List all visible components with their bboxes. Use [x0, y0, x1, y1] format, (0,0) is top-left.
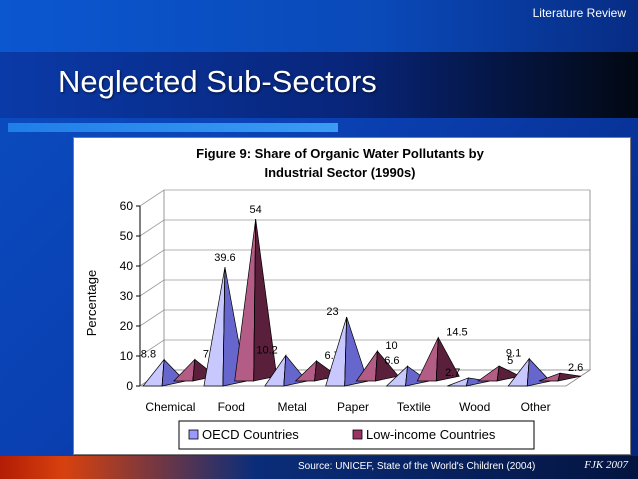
- header-band: [0, 0, 638, 52]
- pyramid-bar-chart: Figure 9: Share of Organic Water Polluta…: [84, 146, 592, 450]
- pyramid-oecd-countries-metal-edge: [283, 355, 287, 387]
- pyramid-oecd-countries-other-edge: [526, 358, 530, 387]
- chart-panel: Figure 9: Share of Organic Water Polluta…: [73, 137, 631, 455]
- chart-title-line1: Figure 9: Share of Organic Water Polluta…: [196, 146, 485, 161]
- data-label-oecd-countries-textile: 6.6: [384, 355, 399, 367]
- pyramid-low-income-countries-metal-edge: [314, 360, 317, 382]
- pyramid-low-income-countries-textile-edge: [435, 337, 439, 382]
- data-label-low-income-countries-food: 54: [250, 204, 262, 216]
- pyramid-oecd-countries-chemical-edge: [161, 359, 165, 387]
- x-tick-label-wood: Wood: [459, 400, 490, 414]
- pyramid-oecd-countries-paper-edge: [344, 316, 348, 387]
- pyramid-oecd-countries-food-edge: [222, 267, 226, 387]
- y-tick-label-30: 30: [120, 289, 134, 303]
- y-axis-label: Percentage: [84, 270, 99, 337]
- pyramid-low-income-countries-wood-edge: [496, 365, 500, 382]
- x-tick-label-other: Other: [521, 400, 551, 414]
- title-band: [0, 52, 638, 118]
- data-label-oecd-countries-chemical: 8.8: [141, 349, 156, 361]
- y-tick-label-40: 40: [120, 259, 134, 273]
- data-label-low-income-countries-paper: 10: [385, 340, 397, 352]
- slide-title: Neglected Sub-Sectors: [58, 64, 377, 99]
- y-tick-label-0: 0: [126, 379, 133, 393]
- section-label: Literature Review: [532, 6, 626, 20]
- x-tick-label-chemical: Chemical: [145, 400, 195, 414]
- x-tick-label-textile: Textile: [397, 400, 431, 414]
- legend-swatch-low-income: [352, 429, 363, 440]
- y-tick-label-60: 60: [120, 199, 134, 213]
- pyramid-oecd-countries-textile-edge: [405, 366, 408, 387]
- pyramid-low-income-countries-chemical-edge: [192, 359, 196, 382]
- pyramid-oecd-countries-chemical-left-face: [142, 358, 165, 387]
- legend: OECD Countries Low-income Countries: [178, 420, 535, 450]
- chart-title-line2: Industrial Sector (1990s): [265, 165, 416, 180]
- data-label-oecd-countries-paper: 23: [326, 306, 338, 318]
- y-tick-label-20: 20: [120, 319, 134, 333]
- data-label-oecd-countries-other: 9.1: [506, 348, 521, 360]
- legend-label-oecd: OECD Countries: [202, 427, 299, 442]
- data-label-low-income-countries-other: 2.6: [568, 362, 583, 374]
- plot-area: 01020304050608.87.2Chemical39.654Food10.…: [120, 189, 592, 414]
- pyramid-low-income-countries-paper-edge: [375, 350, 378, 382]
- footer-band: [0, 456, 638, 479]
- pyramid-low-income-countries-food-edge: [253, 218, 257, 382]
- x-tick-label-food: Food: [218, 400, 245, 414]
- data-label-oecd-countries-food: 39.6: [214, 252, 235, 264]
- data-label-oecd-countries-metal: 10.2: [256, 344, 277, 356]
- data-label-low-income-countries-textile: 14.5: [446, 327, 467, 339]
- pyramid-oecd-countries-wood-edge: [466, 377, 469, 387]
- y-tick-label-10: 10: [120, 349, 134, 363]
- y-tick-label-50: 50: [120, 229, 134, 243]
- data-label-oecd-countries-wood: 2.7: [445, 367, 460, 379]
- author-mark: FJK 2007: [584, 459, 628, 471]
- x-tick-label-paper: Paper: [337, 400, 369, 414]
- pyramid-low-income-countries-other-edge: [557, 373, 561, 382]
- legend-label-low-income: Low-income Countries: [366, 427, 496, 442]
- source-citation: Source: UNICEF, State of the World's Chi…: [298, 461, 536, 472]
- accent-bar: [8, 123, 338, 132]
- data-label-low-income-countries-wood: 5: [507, 355, 513, 367]
- x-tick-label-metal: Metal: [277, 400, 306, 414]
- legend-swatch-oecd: [188, 429, 199, 440]
